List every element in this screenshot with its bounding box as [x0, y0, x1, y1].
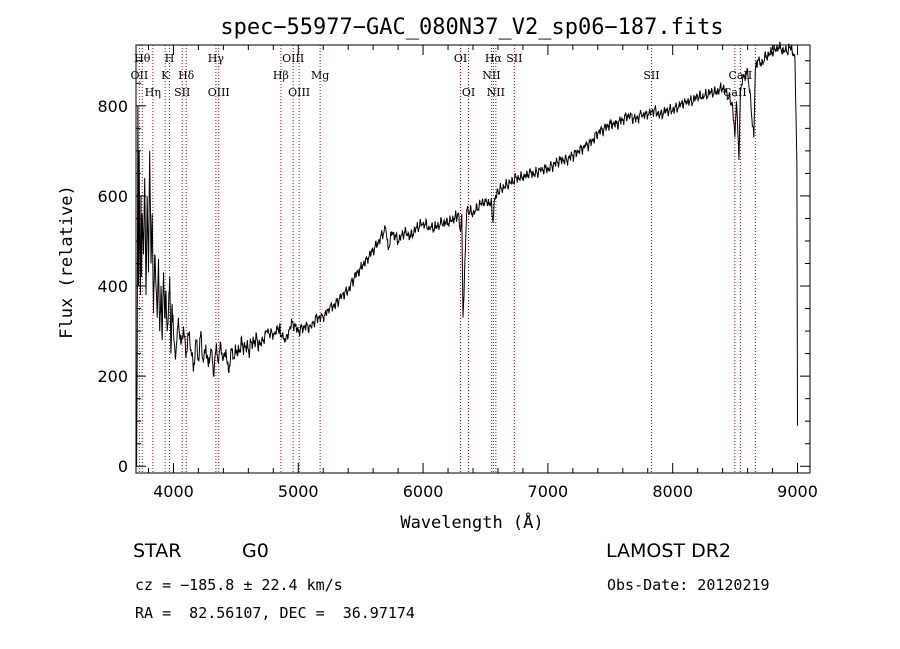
x-tick-label: 6000: [403, 482, 444, 501]
x-tick-label: 8000: [652, 482, 693, 501]
ra-dec-coordinates: RA = 82.56107, DEC = 36.97174: [135, 604, 415, 622]
spectral-line-label: NII: [482, 69, 500, 82]
spectral-line-label: SII: [506, 52, 522, 65]
x-tick-label: 9000: [777, 482, 818, 501]
spectral-line-label: OIII: [288, 86, 310, 99]
spectral-line-label: SII: [643, 69, 659, 82]
spectral-line-label: OI: [462, 86, 475, 99]
observation-date: Obs-Date: 20120219: [607, 576, 770, 594]
spectral-line-label: OI: [454, 52, 467, 65]
axis-ticks: 4000 5000 6000 7000 8000 9000 0 200 400 600 800: [97, 45, 818, 501]
spectral-line-label: H: [165, 52, 175, 65]
x-tick-label: 5000: [278, 482, 319, 501]
y-axis-label: Flux (relative): [57, 185, 77, 339]
redshift-cz: cz = −185.8 ± 22.4 km/s: [135, 576, 343, 594]
spectral-line-label: OIII: [282, 52, 304, 65]
spectral-line-label: Hδ: [178, 69, 195, 82]
y-tick-label: 800: [97, 97, 128, 116]
spectral-line-label: Hα: [485, 52, 503, 65]
spectral-line-label: SII: [174, 86, 190, 99]
spectral-line-label: NII: [487, 86, 505, 99]
y-tick-label: 600: [97, 187, 128, 206]
spectral-line-label: Hγ: [208, 52, 225, 65]
spectral-line-label: K: [161, 69, 170, 82]
x-axis-label: Wavelength (Å): [400, 511, 543, 533]
spectral-line-label: OII: [131, 69, 149, 82]
chart-title: spec−55977−GAC_080N37_V2_sp06−187.fits: [220, 15, 723, 40]
spectral-line-label: Hβ: [273, 69, 289, 82]
spectral-line-markers: OIIHθHηKHSIIHδHγOIIIHβOIIIOIIIMgOIOINIIH…: [131, 45, 756, 473]
x-tick-label: 4000: [153, 482, 194, 501]
spectral-line-label: Mg: [311, 69, 329, 82]
object-class: STAR: [133, 540, 182, 562]
spectrum-series-line: [136, 41, 798, 467]
x-tick-label: 7000: [528, 482, 569, 501]
survey-name: LAMOST DR2: [606, 540, 731, 562]
object-subclass: G0: [242, 540, 269, 562]
spectral-line-label: OIII: [208, 86, 230, 99]
y-tick-label: 400: [97, 277, 128, 296]
y-tick-label: 200: [97, 367, 128, 386]
spectral-line-label: Hθ: [134, 52, 151, 65]
plot-frame: [135, 44, 811, 474]
y-tick-label: 0: [118, 457, 128, 476]
spectral-line-label: Hη: [145, 86, 161, 99]
